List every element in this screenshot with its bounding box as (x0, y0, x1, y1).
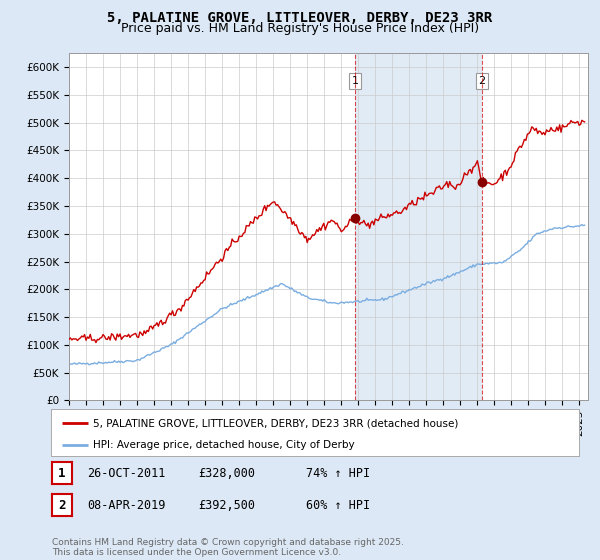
Text: 74% ↑ HPI: 74% ↑ HPI (306, 466, 370, 480)
Text: 1: 1 (58, 466, 66, 480)
Text: 2: 2 (478, 76, 485, 86)
Text: Price paid vs. HM Land Registry's House Price Index (HPI): Price paid vs. HM Land Registry's House … (121, 22, 479, 35)
Bar (355, 53, 482, 400)
Text: 1: 1 (352, 76, 359, 86)
Text: 5, PALATINE GROVE, LITTLEOVER, DERBY, DE23 3RR (detached house): 5, PALATINE GROVE, LITTLEOVER, DERBY, DE… (93, 418, 458, 428)
Text: HPI: Average price, detached house, City of Derby: HPI: Average price, detached house, City… (93, 440, 355, 450)
Text: £328,000: £328,000 (198, 466, 255, 480)
Text: Contains HM Land Registry data © Crown copyright and database right 2025.
This d: Contains HM Land Registry data © Crown c… (52, 538, 404, 557)
Text: 08-APR-2019: 08-APR-2019 (87, 498, 166, 512)
Text: 2: 2 (58, 498, 66, 512)
Text: 60% ↑ HPI: 60% ↑ HPI (306, 498, 370, 512)
Text: 5, PALATINE GROVE, LITTLEOVER, DERBY, DE23 3RR: 5, PALATINE GROVE, LITTLEOVER, DERBY, DE… (107, 11, 493, 25)
Text: £392,500: £392,500 (198, 498, 255, 512)
Text: 26-OCT-2011: 26-OCT-2011 (87, 466, 166, 480)
